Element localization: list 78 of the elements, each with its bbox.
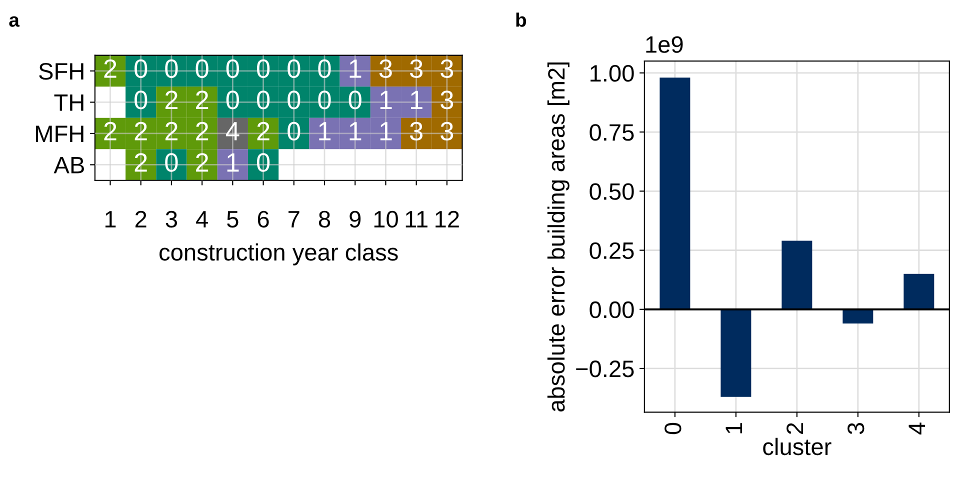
data-label: 2	[196, 122, 208, 140]
data-label: 3	[410, 122, 423, 141]
data-label: 3	[440, 122, 454, 141]
x-tick-label: 0	[664, 422, 682, 434]
y-tick-label: 0.00	[590, 301, 634, 318]
data-label: 0	[165, 153, 178, 172]
x-tick-label: 10	[374, 210, 398, 228]
data-label: 0	[256, 153, 270, 172]
x-tick-label: 8	[318, 210, 330, 228]
data-label: 2	[257, 122, 270, 140]
data-label: 0	[256, 90, 270, 110]
x-tick-label: 3	[166, 210, 177, 228]
data-label: 0	[196, 59, 208, 78]
y-tick-label: 1.00	[590, 64, 634, 82]
data-label: 1	[350, 60, 362, 78]
x-tick-label: 2	[786, 423, 804, 434]
text: b	[516, 12, 526, 27]
bar	[660, 78, 690, 310]
data-label: 3	[379, 59, 392, 78]
x-tick-label: 2	[135, 210, 146, 228]
data-label: 0	[226, 59, 239, 78]
data-label: 0	[165, 59, 178, 78]
x-tick-label: 11	[406, 211, 428, 228]
data-label: 2	[196, 90, 208, 110]
text: 1e9	[646, 36, 683, 53]
x-tick-label: 9	[350, 210, 361, 228]
data-label: 3	[440, 90, 454, 110]
data-label: 0	[134, 90, 148, 110]
data-label: 1	[319, 122, 331, 140]
bar	[782, 240, 812, 310]
x-tick-label: 12	[436, 210, 459, 228]
data-label: 2	[134, 153, 147, 172]
x-tick-label: 4	[908, 422, 926, 435]
data-label: 1	[411, 90, 422, 110]
data-label: 0	[318, 90, 331, 110]
data-label: 1	[380, 90, 392, 110]
data-label: 2	[165, 90, 178, 110]
x-axis-title: construction year class	[160, 243, 398, 266]
y-tick-label: 0.75	[590, 124, 634, 141]
data-label: 0	[348, 90, 362, 110]
bar	[842, 309, 874, 324]
x-tick-label: 4	[196, 211, 208, 228]
data-label: 2	[104, 122, 116, 140]
bar	[720, 309, 752, 397]
y-tick-label: MFH	[36, 126, 84, 142]
y-tick-label: 0.25	[590, 242, 634, 260]
data-label: 3	[440, 59, 454, 78]
data-label: 1	[227, 153, 239, 172]
x-tick-label: 1	[105, 211, 116, 228]
data-label: 3	[410, 59, 423, 78]
y-tick-label: TH	[54, 94, 84, 111]
data-label: 2	[104, 59, 116, 78]
x-tick-label: 6	[258, 210, 269, 228]
y-tick-label: −0.25	[576, 360, 634, 378]
data-label: 2	[165, 122, 178, 140]
data-label: 0	[256, 59, 270, 78]
text: a	[9, 16, 20, 27]
data-label: 0	[288, 90, 300, 110]
x-tick-label: 5	[227, 211, 238, 228]
y-tick-label: 0.50	[590, 183, 634, 200]
bar	[904, 274, 934, 310]
y-tick-label: AB	[54, 157, 84, 174]
data-label: 0	[226, 90, 239, 110]
data-label: 1	[380, 122, 392, 140]
x-tick-label: 3	[848, 422, 864, 434]
data-label: 4	[226, 122, 240, 140]
data-label: 2	[196, 153, 208, 172]
data-label: 0	[318, 59, 331, 78]
data-label: 0	[288, 59, 300, 78]
y-tick-label: SFH	[39, 63, 84, 80]
x-axis-title: cluster	[763, 438, 832, 456]
x-tick-label: 1	[726, 423, 742, 434]
data-label: 1	[350, 122, 362, 140]
y-axis-title: absolute error building areas [m2]	[547, 62, 570, 412]
x-tick-label: 7	[288, 211, 300, 228]
data-label: 0	[288, 122, 300, 141]
data-label: 2	[134, 122, 147, 140]
data-label: 0	[134, 59, 148, 78]
